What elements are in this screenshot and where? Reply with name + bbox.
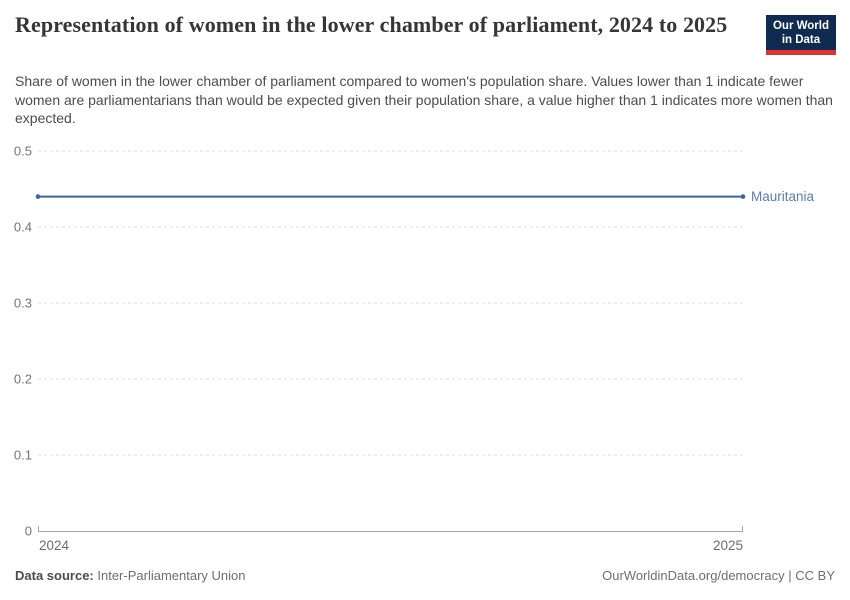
- y-tick-label: 0: [25, 524, 32, 539]
- chart-subtitle: Share of women in the lower chamber of p…: [15, 73, 833, 126]
- owid-logo-line1: Our World: [772, 20, 829, 32]
- series-label[interactable]: Mauritania: [751, 189, 815, 204]
- owid-logo-line2: in Data: [781, 34, 821, 46]
- y-tick-label: 0.5: [14, 144, 32, 159]
- series-point-end: [740, 194, 746, 199]
- data-source: Data source: Inter-Parliamentary Union: [15, 568, 246, 583]
- footer-attribution-link[interactable]: OurWorldinData.org/democracy | CC BY: [602, 568, 835, 583]
- x-tick-label-end: 2025: [713, 538, 743, 553]
- chart-footer: Data source: Inter-Parliamentary Union O…: [15, 568, 835, 583]
- series-point-start: [35, 194, 41, 199]
- owid-logo: Our World in Data: [765, 15, 836, 55]
- line-chart-area: 0 0.1 0.2 0.3 0.4 0.5 2024 2025 Mauritania: [0, 140, 850, 560]
- data-source-value: Inter-Parliamentary Union: [97, 568, 246, 583]
- y-tick-label: 0.3: [14, 296, 32, 311]
- y-tick-label: 0.4: [14, 220, 32, 235]
- x-tick-label-start: 2024: [39, 538, 70, 553]
- chart-title: Representation of women in the lower cha…: [15, 12, 728, 37]
- y-tick-label: 0.2: [14, 372, 32, 387]
- chart-svg: 0 0.1 0.2 0.3 0.4 0.5 2024 2025 Mauritania: [14, 144, 815, 554]
- data-source-label: Data source:: [15, 568, 94, 583]
- y-tick-label: 0.1: [14, 448, 32, 463]
